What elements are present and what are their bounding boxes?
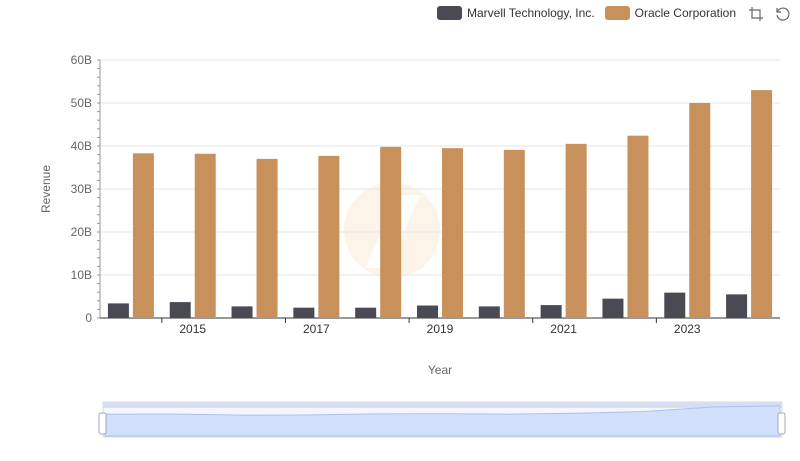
x-axis-title: Year [428,363,452,377]
zoom-icon[interactable] [748,6,764,22]
bar-marvell-2020 [478,306,500,318]
slider-handle-left[interactable] [98,412,107,435]
y-axis-title: Revenue [39,165,53,213]
bar-marvell-2015 [169,302,191,318]
bar-oracle-2017 [318,155,340,318]
x-tick-label: 2015 [179,322,206,336]
y-tick-label: 40B [71,139,92,153]
legend-label: Oracle Corporation [634,6,736,20]
x-tick-label: 2021 [550,322,577,336]
bar-oracle-2015 [194,153,216,318]
bar-oracle-2020 [503,149,525,318]
y-tick-label: 10B [71,268,92,282]
bar-oracle-2024 [751,90,773,318]
bar-marvell-2017 [293,307,315,318]
y-tick-label: 0 [85,311,92,325]
bar-oracle-2023 [689,103,711,318]
slider-handle-right[interactable] [777,412,786,435]
bar-oracle-2018 [380,146,402,318]
y-tick-label: 60B [71,53,92,67]
bar-marvell-2022 [602,298,624,318]
bar-marvell-2018 [355,307,377,318]
bar-marvell-2021 [540,305,562,318]
bar-oracle-2014 [132,153,154,318]
bar-oracle-2016 [256,158,278,318]
restore-icon[interactable] [774,6,790,22]
legend-item-1[interactable]: Oracle Corporation [604,6,736,20]
legend-item-0[interactable]: Marvell Technology, Inc. [436,6,595,20]
bar-marvell-2014 [107,303,129,318]
slider-overview [104,405,781,437]
data-zoom-slider[interactable] [98,401,786,438]
x-tick-label: 2017 [303,322,330,336]
legend-swatch [436,6,462,20]
legend-label: Marvell Technology, Inc. [466,6,595,20]
y-tick-label: 20B [71,225,92,239]
legend-swatch [604,6,630,20]
y-tick-label: 30B [71,182,92,196]
slider-top-bar [103,402,782,408]
bar-marvell-2019 [417,305,438,318]
bar-oracle-2019 [442,148,463,318]
bar-marvell-2024 [726,294,748,318]
bar-marvell-2023 [664,292,686,318]
toolbox [748,6,790,22]
bar-oracle-2021 [565,143,587,318]
y-tick-label: 50B [71,96,92,110]
legend: Marvell Technology, Inc. Oracle Corporati… [436,4,736,22]
bar-marvell-2016 [231,306,253,318]
x-tick-label: 2023 [674,322,701,336]
x-tick-label: 2019 [427,322,454,336]
bar-oracle-2022 [627,135,649,318]
